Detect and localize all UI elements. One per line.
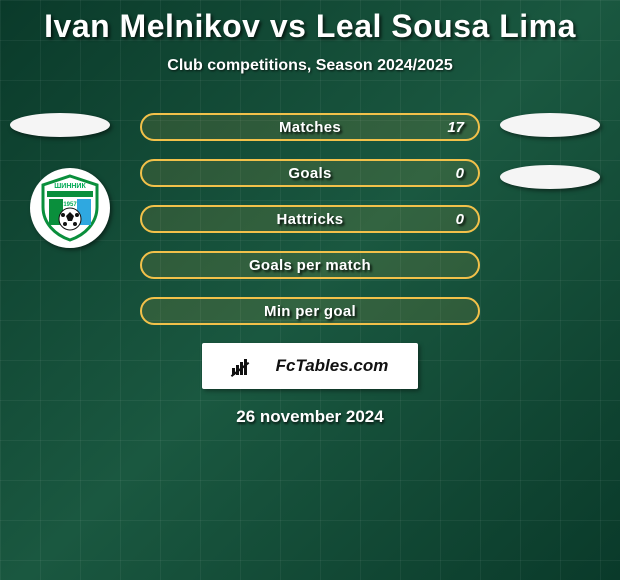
page-title: Ivan Melnikov vs Leal Sousa Lima bbox=[0, 8, 620, 45]
brand-chart-icon bbox=[232, 357, 270, 375]
brand-watermark[interactable]: FcTables.com bbox=[202, 343, 418, 389]
stat-label: Hattricks bbox=[277, 211, 344, 228]
stat-label: Goals per match bbox=[249, 257, 371, 274]
badge-year: 1957 bbox=[63, 202, 77, 208]
stat-row-matches: Matches 17 bbox=[140, 113, 480, 141]
player-right-placeholder-2 bbox=[500, 165, 600, 189]
stat-value: 0 bbox=[456, 207, 464, 231]
club-badge-left: ШИННИК 1957 bbox=[30, 168, 110, 248]
player-left-placeholder bbox=[10, 113, 110, 137]
stat-row-min-per-goal: Min per goal bbox=[140, 297, 480, 325]
shinnik-badge-icon: ШИННИК 1957 bbox=[35, 173, 105, 243]
stat-row-hattricks: Hattricks 0 bbox=[140, 205, 480, 233]
stat-bar: Goals 0 bbox=[140, 159, 480, 187]
stats-area: ШИННИК 1957 Matches 17 Goals bbox=[0, 113, 620, 325]
badge-text: ШИННИК bbox=[54, 183, 86, 190]
brand-text: FcTables.com bbox=[276, 356, 389, 376]
stat-row-goals-per-match: Goals per match bbox=[140, 251, 480, 279]
stat-label: Goals bbox=[288, 165, 331, 182]
subtitle: Club competitions, Season 2024/2025 bbox=[0, 57, 620, 75]
stat-value: 17 bbox=[447, 115, 464, 139]
stat-bar: Hattricks 0 bbox=[140, 205, 480, 233]
comparison-infographic: Ivan Melnikov vs Leal Sousa Lima Club co… bbox=[0, 0, 620, 427]
generated-date: 26 november 2024 bbox=[0, 407, 620, 427]
stat-bar: Matches 17 bbox=[140, 113, 480, 141]
stat-row-goals: Goals 0 bbox=[140, 159, 480, 187]
stat-label: Min per goal bbox=[264, 303, 356, 320]
stat-bar: Goals per match bbox=[140, 251, 480, 279]
player-right-placeholder bbox=[500, 113, 600, 137]
stat-bar: Min per goal bbox=[140, 297, 480, 325]
stat-value: 0 bbox=[456, 161, 464, 185]
stat-label: Matches bbox=[279, 119, 341, 136]
